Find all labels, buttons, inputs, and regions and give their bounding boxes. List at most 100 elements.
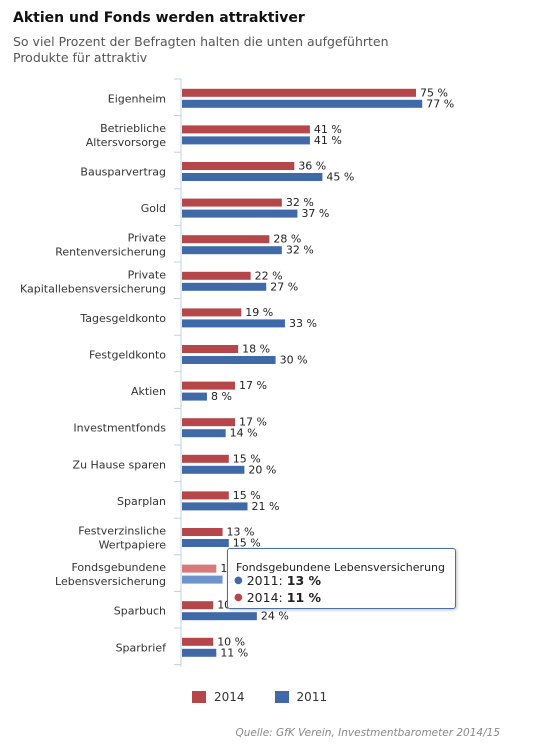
category-label: Bausparvertrag <box>80 166 166 179</box>
category-label-line: Festgeldkonto <box>89 349 166 362</box>
data-label-2011: 11 % <box>220 646 248 659</box>
data-label-2011: 37 % <box>301 207 329 220</box>
category-label-line: Tagesgeldkonto <box>79 312 166 325</box>
data-label-2011: 24 % <box>261 610 289 623</box>
category-label-line: Sparplan <box>117 495 166 508</box>
data-label-2011: 14 % <box>230 427 258 440</box>
category-label-line: Festverzinsliche <box>78 525 166 538</box>
category-label: Betriebliche Altersvorsorge <box>86 122 166 149</box>
category-label: Fondsgebundene Lebensversicherung <box>55 561 166 588</box>
bar-2011 <box>182 392 207 401</box>
bar-2011 <box>182 136 310 145</box>
tooltip-row-2014: ● 2014: 11 % <box>234 590 321 605</box>
data-label-2011: 27 % <box>270 280 298 293</box>
bar-2011 <box>182 575 223 584</box>
source-note: Quelle: GfK Verein, Investmentbarometer … <box>235 727 500 739</box>
data-label-2014: 15 % <box>233 489 261 502</box>
data-label-2011: 77 % <box>426 97 454 110</box>
data-label-2014: 17 % <box>239 416 267 429</box>
category-label: Aktien <box>131 385 166 398</box>
bar-2014 <box>182 308 242 317</box>
chart-subtitle: So viel Prozent der Befragten halten die… <box>13 34 389 65</box>
bar-2014 <box>182 601 214 610</box>
tooltip-label-2014: 2014: <box>246 590 283 605</box>
category-label-line: Lebensversicherung <box>55 575 166 588</box>
category-label-line: Wertpapiere <box>99 539 167 552</box>
bar-2014 <box>182 454 229 463</box>
bar-2014 <box>182 528 223 536</box>
data-label-2014: 32 % <box>286 196 314 209</box>
tooltip-row-2011: ● 2011: 13 % <box>234 573 321 588</box>
bar-2014 <box>182 381 236 390</box>
tooltip-value-2014: 11 % <box>286 590 322 605</box>
category-label: Sparbuch <box>114 605 166 618</box>
data-label-2014: 36 % <box>298 160 326 173</box>
category-label-line: Private <box>128 268 167 281</box>
category-label-line: Altersvorsorge <box>86 136 166 149</box>
data-label-2014: 17 % <box>239 379 267 392</box>
legend-item-2011[interactable]: 2011 <box>274 690 328 704</box>
bar-2014 <box>182 418 236 427</box>
chart-title: Aktien und Fonds werden attraktiver <box>13 10 305 26</box>
category-label-line: Fondsgebundene <box>71 561 166 574</box>
category-label: Zu Hause sparen <box>73 458 166 471</box>
category-label: Sparplan <box>117 495 166 508</box>
data-label-2014: 13 % <box>227 526 255 539</box>
bar-2011 <box>182 282 267 291</box>
bar-2014 <box>182 125 310 134</box>
data-label-2014: 75 % <box>420 86 448 99</box>
legend-label-2011: 2011 <box>296 690 328 704</box>
category-label-line: Eigenheim <box>108 92 166 105</box>
legend-swatch-2014 <box>192 691 206 703</box>
category-label: Gold <box>141 202 166 215</box>
data-label-2014: 22 % <box>255 269 283 282</box>
bar-2011 <box>182 465 245 474</box>
category-label-line: Sparbuch <box>114 605 166 618</box>
bar-2014 <box>182 88 416 97</box>
bar-2014 <box>182 198 282 207</box>
legend-item-2014[interactable]: 2014 <box>192 690 245 704</box>
category-label: Sparbrief <box>116 641 168 654</box>
category-label: Festverzinsliche Wertpapiere <box>78 525 166 552</box>
category-label: Investmentfonds <box>73 422 166 435</box>
category-label-line: Kapitallebensversicherung <box>20 282 166 295</box>
category-label-line: Aktien <box>131 385 166 398</box>
legend-label-2014: 2014 <box>214 690 245 704</box>
legend-swatch-2011 <box>274 691 289 703</box>
category-label-line: Zu Hause sparen <box>73 458 166 471</box>
chart-legend: 2014 2011 <box>192 690 357 704</box>
data-label-2014: 18 % <box>242 343 270 356</box>
tooltip-value-2011: 13 % <box>286 573 322 588</box>
category-label-line: Rentenversicherung <box>55 246 166 259</box>
data-label-2014: 10 % <box>217 635 245 648</box>
bar-2011 <box>182 612 257 621</box>
category-label: Private Kapitallebensversicherung <box>20 268 166 295</box>
bar-2014 <box>182 637 214 646</box>
data-label-2014: 15 % <box>233 452 261 465</box>
bar-2011 <box>182 319 285 328</box>
category-label: Festgeldkonto <box>89 349 166 362</box>
bar-chart: Eigenheim 75 %77 % Betriebliche Altersvorso… <box>20 78 454 667</box>
bar-2011 <box>182 356 276 364</box>
data-label-2014: 41 % <box>314 123 342 136</box>
bar-2011 <box>182 539 229 547</box>
tooltip-label-2011: 2011: <box>246 573 283 588</box>
category-label: Tagesgeldkonto <box>79 312 166 325</box>
data-label-2011: 20 % <box>248 463 276 476</box>
category-label: Eigenheim <box>108 92 166 105</box>
bar-2011 <box>182 502 248 511</box>
category-label-line: Bausparvertrag <box>80 166 166 179</box>
data-label-2011: 30 % <box>280 354 308 367</box>
bar-2011 <box>182 246 282 255</box>
data-label-2011: 41 % <box>314 134 342 147</box>
bar-2014 <box>182 564 217 573</box>
data-label-2011: 45 % <box>326 171 354 184</box>
data-label-2014: 28 % <box>273 233 301 246</box>
category-label-line: Investmentfonds <box>73 422 166 435</box>
data-label-2011: 15 % <box>233 537 261 550</box>
tooltip-title: Fondsgebundene Lebensversicherung <box>236 561 445 574</box>
bar-2011 <box>182 429 226 438</box>
tooltip-dot-2011: ● <box>234 575 243 586</box>
bar-2011 <box>182 209 298 218</box>
bar-2014 <box>182 345 239 353</box>
